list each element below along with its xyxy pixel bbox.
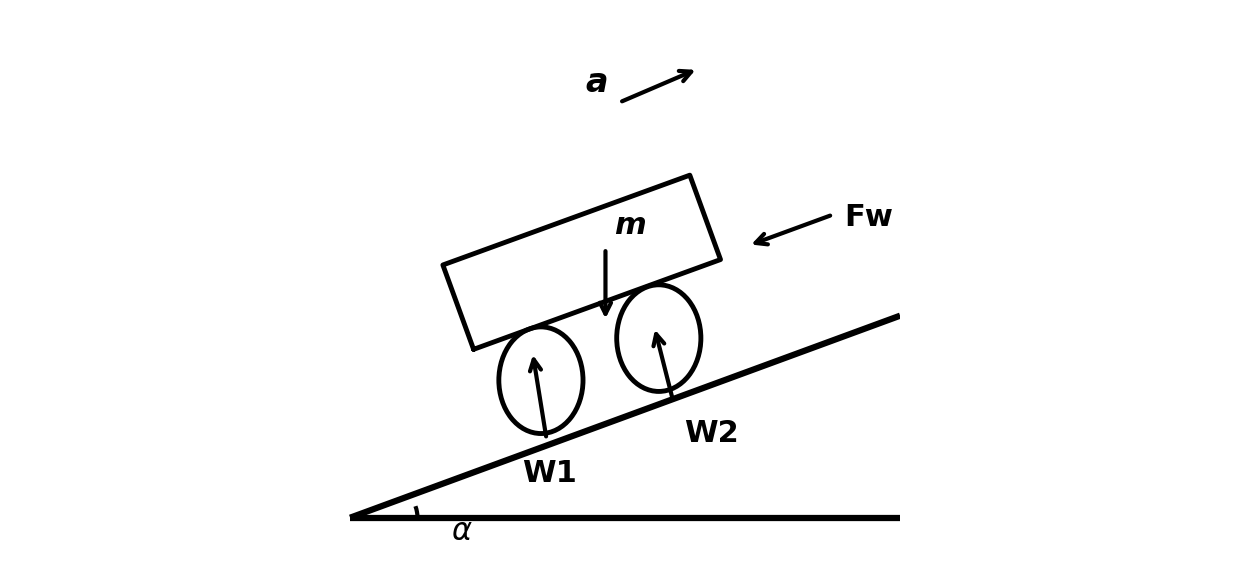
Text: a: a <box>586 66 608 99</box>
Text: Fw: Fw <box>844 203 893 232</box>
Text: W2: W2 <box>684 420 738 448</box>
Text: m: m <box>613 211 646 240</box>
Text: W1: W1 <box>522 459 577 488</box>
Text: $\alpha$: $\alpha$ <box>451 517 473 547</box>
